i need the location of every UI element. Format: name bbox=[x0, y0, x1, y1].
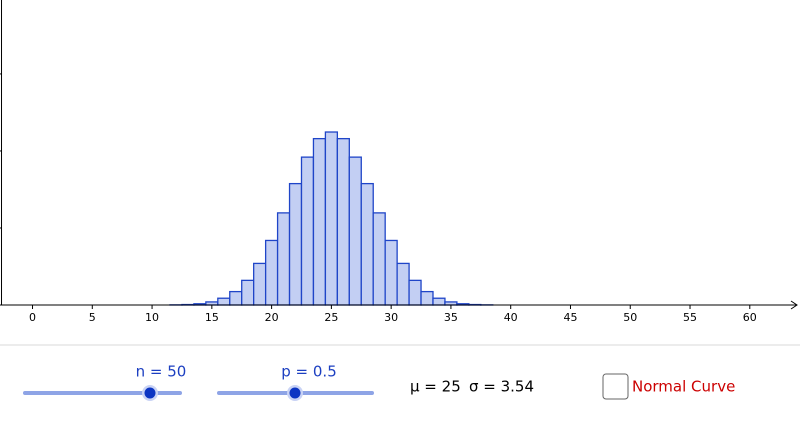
mean-text: μ = 25 bbox=[410, 378, 461, 396]
x-tick-label: 45 bbox=[563, 311, 577, 324]
x-tick-label: 0 bbox=[29, 311, 36, 324]
slider-knob[interactable] bbox=[145, 388, 156, 399]
bar bbox=[385, 240, 397, 305]
x-tick-label: 30 bbox=[384, 311, 398, 324]
bar bbox=[242, 280, 254, 305]
x-tick-label: 10 bbox=[145, 311, 159, 324]
bar bbox=[266, 240, 278, 305]
x-tick-label: 5 bbox=[89, 311, 96, 324]
bar bbox=[278, 213, 290, 305]
checkbox[interactable] bbox=[603, 374, 628, 399]
bar bbox=[409, 280, 421, 305]
bar bbox=[230, 292, 242, 305]
sd-text: σ = 3.54 bbox=[469, 378, 534, 396]
bar bbox=[433, 298, 445, 305]
x-tick-label: 50 bbox=[623, 311, 637, 324]
bar bbox=[337, 139, 349, 305]
bar bbox=[421, 292, 433, 305]
bar bbox=[373, 213, 385, 305]
x-tick-label: 20 bbox=[265, 311, 279, 324]
x-tick-label: 15 bbox=[205, 311, 219, 324]
x-tick-label: 35 bbox=[444, 311, 458, 324]
bar bbox=[301, 157, 313, 305]
bar bbox=[349, 157, 361, 305]
bar bbox=[313, 139, 325, 305]
x-tick-label: 55 bbox=[683, 311, 697, 324]
slider-label: n = 50 bbox=[136, 363, 187, 381]
x-tick-label: 40 bbox=[504, 311, 518, 324]
bar bbox=[397, 263, 409, 305]
slider-knob[interactable] bbox=[290, 388, 301, 399]
checkbox-label[interactable]: Normal Curve bbox=[632, 378, 735, 396]
x-tick-label: 60 bbox=[743, 311, 757, 324]
bar bbox=[361, 184, 373, 305]
bar bbox=[325, 132, 337, 305]
slider-label: p = 0.5 bbox=[281, 363, 336, 381]
bar bbox=[290, 184, 302, 305]
x-tick-label: 25 bbox=[324, 311, 338, 324]
bar bbox=[254, 263, 266, 305]
bar bbox=[218, 298, 230, 305]
